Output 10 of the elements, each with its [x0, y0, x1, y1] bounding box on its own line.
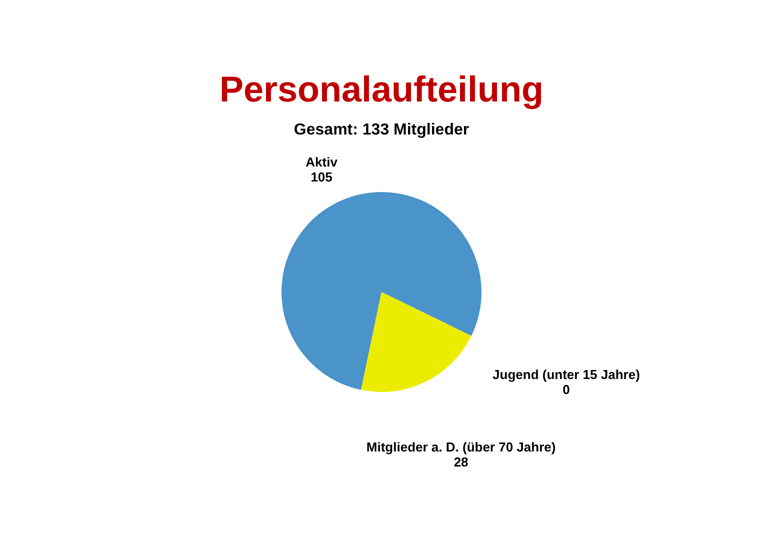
- category-label: Jugend (unter 15 Jahre): [492, 367, 640, 382]
- pie-slice: [361, 292, 472, 392]
- data-label: 28: [454, 454, 468, 470]
- pie-slice: [282, 192, 482, 390]
- text: 0: [562, 382, 570, 398]
- slice-label: Mitglieder a. D. (über 70 Jahre): [366, 439, 556, 454]
- chart-subtitle: Gesamt: 133 Mitglieder: [294, 122, 470, 139]
- chart-title: Personalaufteilung: [219, 68, 544, 110]
- slice-label: Aktiv: [306, 154, 338, 170]
- data-label: 105: [310, 170, 332, 185]
